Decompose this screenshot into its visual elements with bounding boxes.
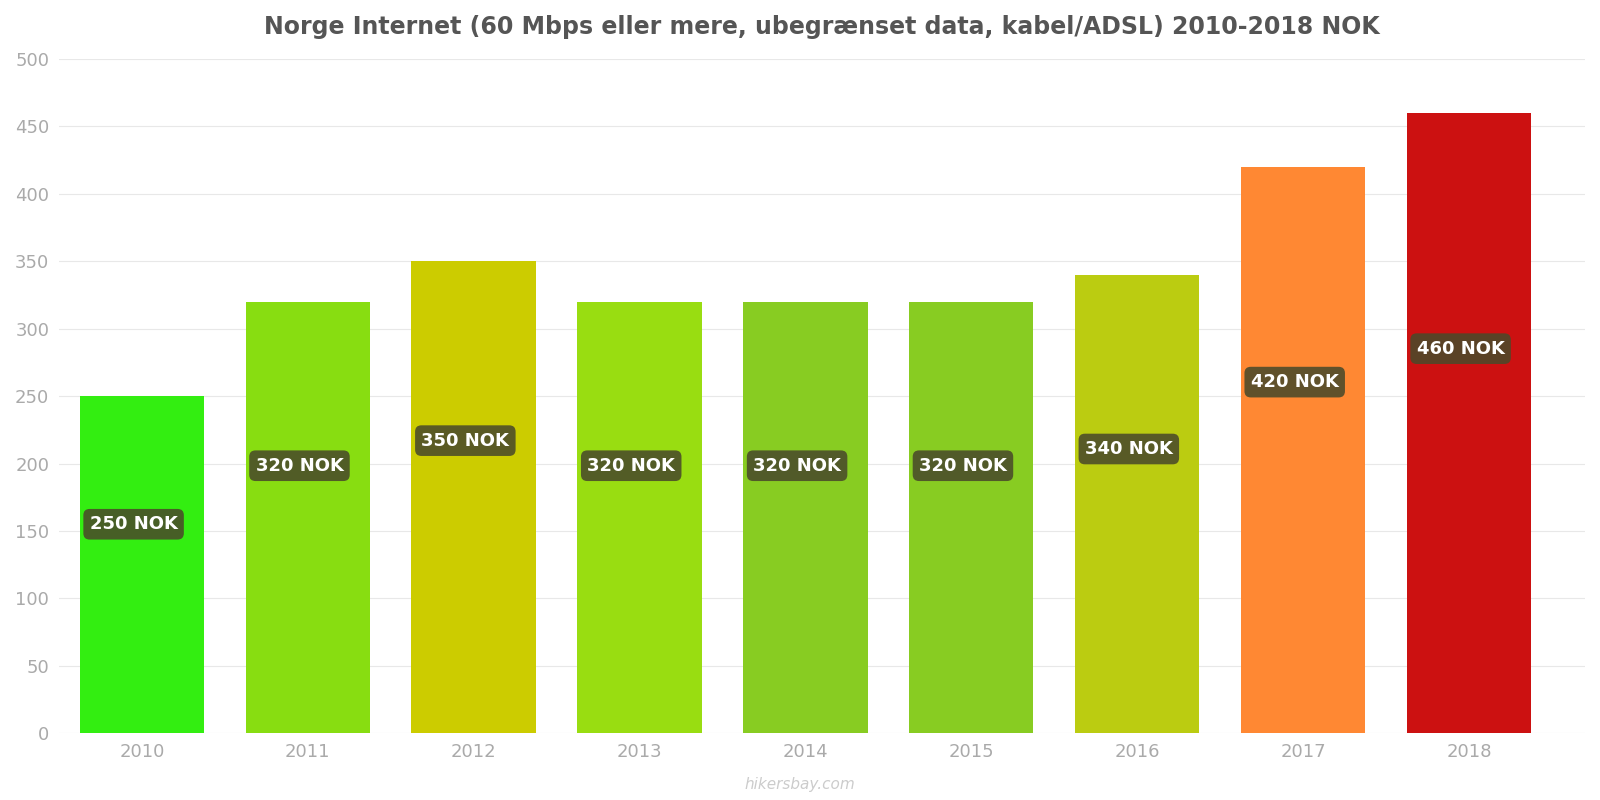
- Bar: [411, 262, 536, 734]
- Bar: [80, 396, 205, 734]
- Title: Norge Internet (60 Mbps eller mere, ubegrænset data, kabel/ADSL) 2010-2018 NOK: Norge Internet (60 Mbps eller mere, ubeg…: [264, 15, 1379, 39]
- Bar: [578, 302, 702, 734]
- Text: 340 NOK: 340 NOK: [1085, 440, 1173, 458]
- Text: 320 NOK: 320 NOK: [918, 457, 1006, 474]
- Bar: [1242, 167, 1365, 734]
- Text: 460 NOK: 460 NOK: [1416, 340, 1504, 358]
- Text: 320 NOK: 320 NOK: [754, 457, 842, 474]
- Bar: [1406, 113, 1531, 734]
- Bar: [245, 302, 370, 734]
- Text: 320 NOK: 320 NOK: [587, 457, 675, 474]
- Text: 320 NOK: 320 NOK: [256, 457, 344, 474]
- Bar: [1075, 274, 1200, 734]
- Text: 350 NOK: 350 NOK: [421, 432, 509, 450]
- Text: 250 NOK: 250 NOK: [90, 515, 178, 534]
- Bar: [909, 302, 1034, 734]
- Text: hikersbay.com: hikersbay.com: [744, 777, 856, 792]
- Bar: [742, 302, 867, 734]
- Text: 420 NOK: 420 NOK: [1251, 373, 1339, 391]
